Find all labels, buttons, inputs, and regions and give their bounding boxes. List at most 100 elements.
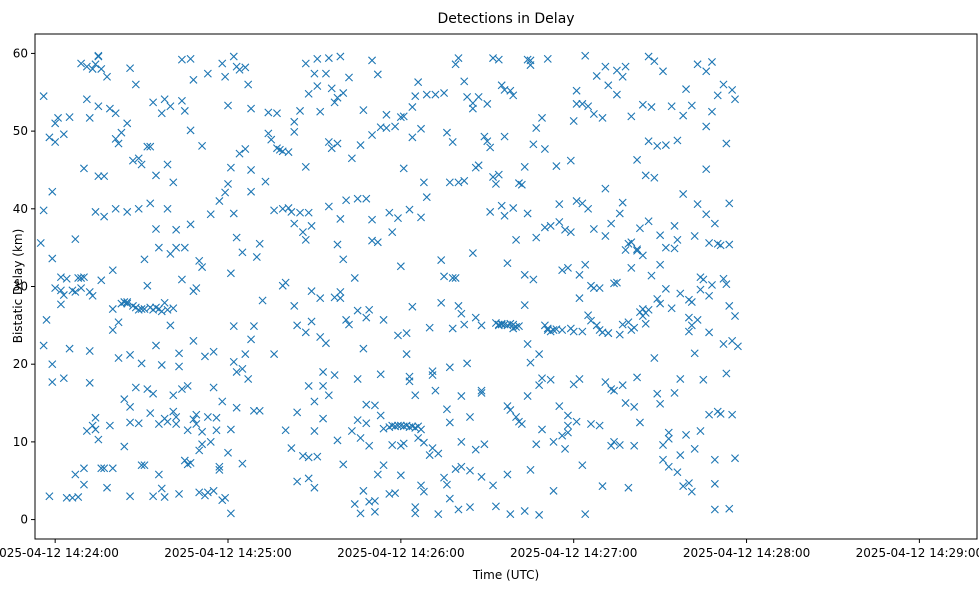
data-point bbox=[100, 172, 109, 181]
data-point bbox=[123, 119, 132, 128]
data-point bbox=[71, 287, 80, 296]
data-point bbox=[94, 435, 103, 444]
data-point bbox=[287, 444, 296, 453]
data-point bbox=[566, 156, 575, 165]
data-point bbox=[610, 437, 619, 446]
data-point bbox=[123, 207, 132, 216]
data-point bbox=[601, 184, 610, 193]
data-point bbox=[532, 440, 541, 449]
data-point bbox=[123, 299, 132, 308]
data-point bbox=[733, 342, 742, 351]
data-point bbox=[370, 507, 379, 516]
data-point bbox=[615, 330, 624, 339]
data-point bbox=[79, 464, 88, 473]
data-point bbox=[310, 69, 319, 78]
data-point bbox=[598, 113, 607, 122]
data-point bbox=[684, 479, 693, 488]
data-point bbox=[466, 466, 474, 475]
data-point bbox=[123, 298, 132, 307]
data-point bbox=[408, 133, 417, 142]
data-point bbox=[350, 500, 359, 509]
data-point bbox=[526, 465, 535, 474]
data-point bbox=[428, 371, 437, 380]
data-point bbox=[641, 319, 650, 328]
data-point bbox=[347, 427, 356, 435]
data-point bbox=[471, 445, 480, 454]
data-point bbox=[563, 263, 572, 272]
data-point bbox=[296, 106, 305, 115]
data-point bbox=[163, 417, 172, 426]
data-point bbox=[457, 309, 466, 318]
data-point bbox=[661, 243, 670, 252]
data-point bbox=[572, 99, 581, 108]
data-point bbox=[313, 82, 322, 91]
data-point bbox=[126, 418, 135, 427]
data-point bbox=[563, 428, 572, 437]
data-point bbox=[152, 171, 160, 180]
data-point bbox=[621, 62, 630, 71]
data-point bbox=[304, 474, 313, 483]
data-point bbox=[417, 124, 426, 133]
data-point bbox=[77, 273, 86, 282]
data-point bbox=[569, 117, 578, 126]
data-point bbox=[59, 291, 68, 300]
data-point bbox=[405, 205, 414, 214]
data-point bbox=[379, 315, 388, 324]
data-point bbox=[359, 106, 368, 115]
data-point bbox=[558, 326, 567, 334]
data-point bbox=[532, 233, 541, 242]
data-point bbox=[79, 480, 88, 489]
data-point bbox=[618, 72, 627, 81]
data-point bbox=[324, 391, 333, 400]
data-point bbox=[716, 409, 725, 418]
data-point bbox=[630, 441, 639, 450]
data-point bbox=[79, 273, 88, 282]
data-point bbox=[693, 315, 702, 324]
data-point bbox=[586, 420, 595, 429]
x-tick-label: 2025-04-12 14:28:00 bbox=[683, 546, 810, 560]
data-point bbox=[192, 284, 201, 293]
data-point bbox=[143, 385, 152, 394]
data-point bbox=[247, 335, 256, 344]
data-point bbox=[333, 436, 342, 445]
data-point bbox=[607, 441, 616, 450]
data-point bbox=[592, 321, 601, 330]
data-point bbox=[264, 108, 273, 117]
data-point bbox=[39, 206, 48, 215]
data-point bbox=[206, 437, 215, 446]
data-point bbox=[601, 232, 610, 240]
data-point bbox=[667, 304, 676, 313]
data-point bbox=[457, 462, 466, 471]
data-point bbox=[503, 470, 512, 479]
data-point bbox=[558, 266, 567, 275]
data-point bbox=[419, 178, 428, 187]
data-point bbox=[667, 102, 676, 111]
data-point bbox=[457, 392, 466, 401]
data-point bbox=[149, 98, 158, 107]
data-point bbox=[463, 359, 472, 368]
data-point bbox=[180, 106, 189, 115]
data-point bbox=[506, 319, 515, 328]
data-point bbox=[635, 418, 644, 427]
data-point bbox=[549, 326, 558, 334]
data-point bbox=[506, 406, 515, 415]
y-axis-label: Bistatic Delay (km) bbox=[11, 229, 25, 344]
data-point bbox=[517, 180, 526, 189]
data-point bbox=[126, 402, 135, 411]
data-point bbox=[563, 411, 572, 420]
data-point bbox=[91, 425, 100, 434]
data-points bbox=[36, 51, 742, 519]
data-point bbox=[627, 263, 636, 272]
data-point bbox=[379, 461, 388, 470]
data-point bbox=[581, 260, 590, 269]
data-point bbox=[612, 278, 621, 287]
data-point bbox=[321, 69, 330, 78]
data-point bbox=[114, 139, 123, 148]
data-point bbox=[393, 214, 402, 223]
data-point bbox=[85, 378, 94, 387]
data-point bbox=[612, 90, 621, 99]
data-point bbox=[684, 313, 693, 322]
data-point bbox=[209, 347, 218, 356]
data-point bbox=[169, 178, 178, 187]
data-point bbox=[707, 280, 716, 289]
